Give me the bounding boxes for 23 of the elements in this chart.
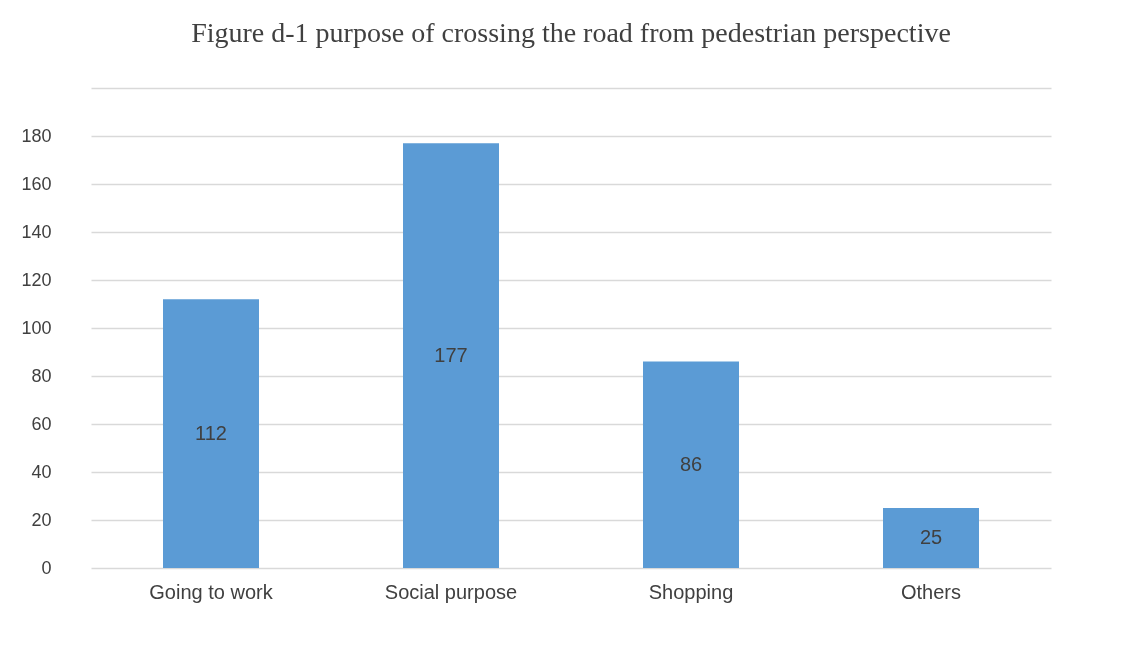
bar (883, 508, 979, 568)
bar (403, 143, 499, 568)
y-tick-label: 140 (21, 221, 52, 242)
y-tick-label: 80 (31, 365, 52, 386)
x-tick-label: Others (900, 580, 962, 603)
data-label: 177 (434, 343, 468, 366)
data-label: 112 (195, 421, 227, 444)
y-tick-label: 20 (31, 509, 52, 530)
bar (163, 299, 259, 568)
bar (643, 361, 739, 568)
data-label: 25 (919, 526, 943, 548)
x-tick-label: Going to work (149, 580, 274, 603)
data-label: 86 (679, 452, 703, 475)
y-tick-label: 100 (21, 317, 52, 338)
chart-title: Figure d-1 purpose of crossing the road from pedestrian perspective (191, 17, 951, 48)
y-tick-label: 160 (21, 173, 52, 194)
x-tick-label: Shopping (648, 580, 734, 603)
y-tick-label: 120 (21, 269, 52, 290)
y-tick-label: 40 (31, 461, 52, 482)
y-tick-label: 180 (21, 125, 52, 146)
y-tick-label: 0 (41, 557, 52, 578)
y-tick-label: 60 (31, 413, 52, 434)
x-tick-label: Social purpose (384, 580, 518, 603)
